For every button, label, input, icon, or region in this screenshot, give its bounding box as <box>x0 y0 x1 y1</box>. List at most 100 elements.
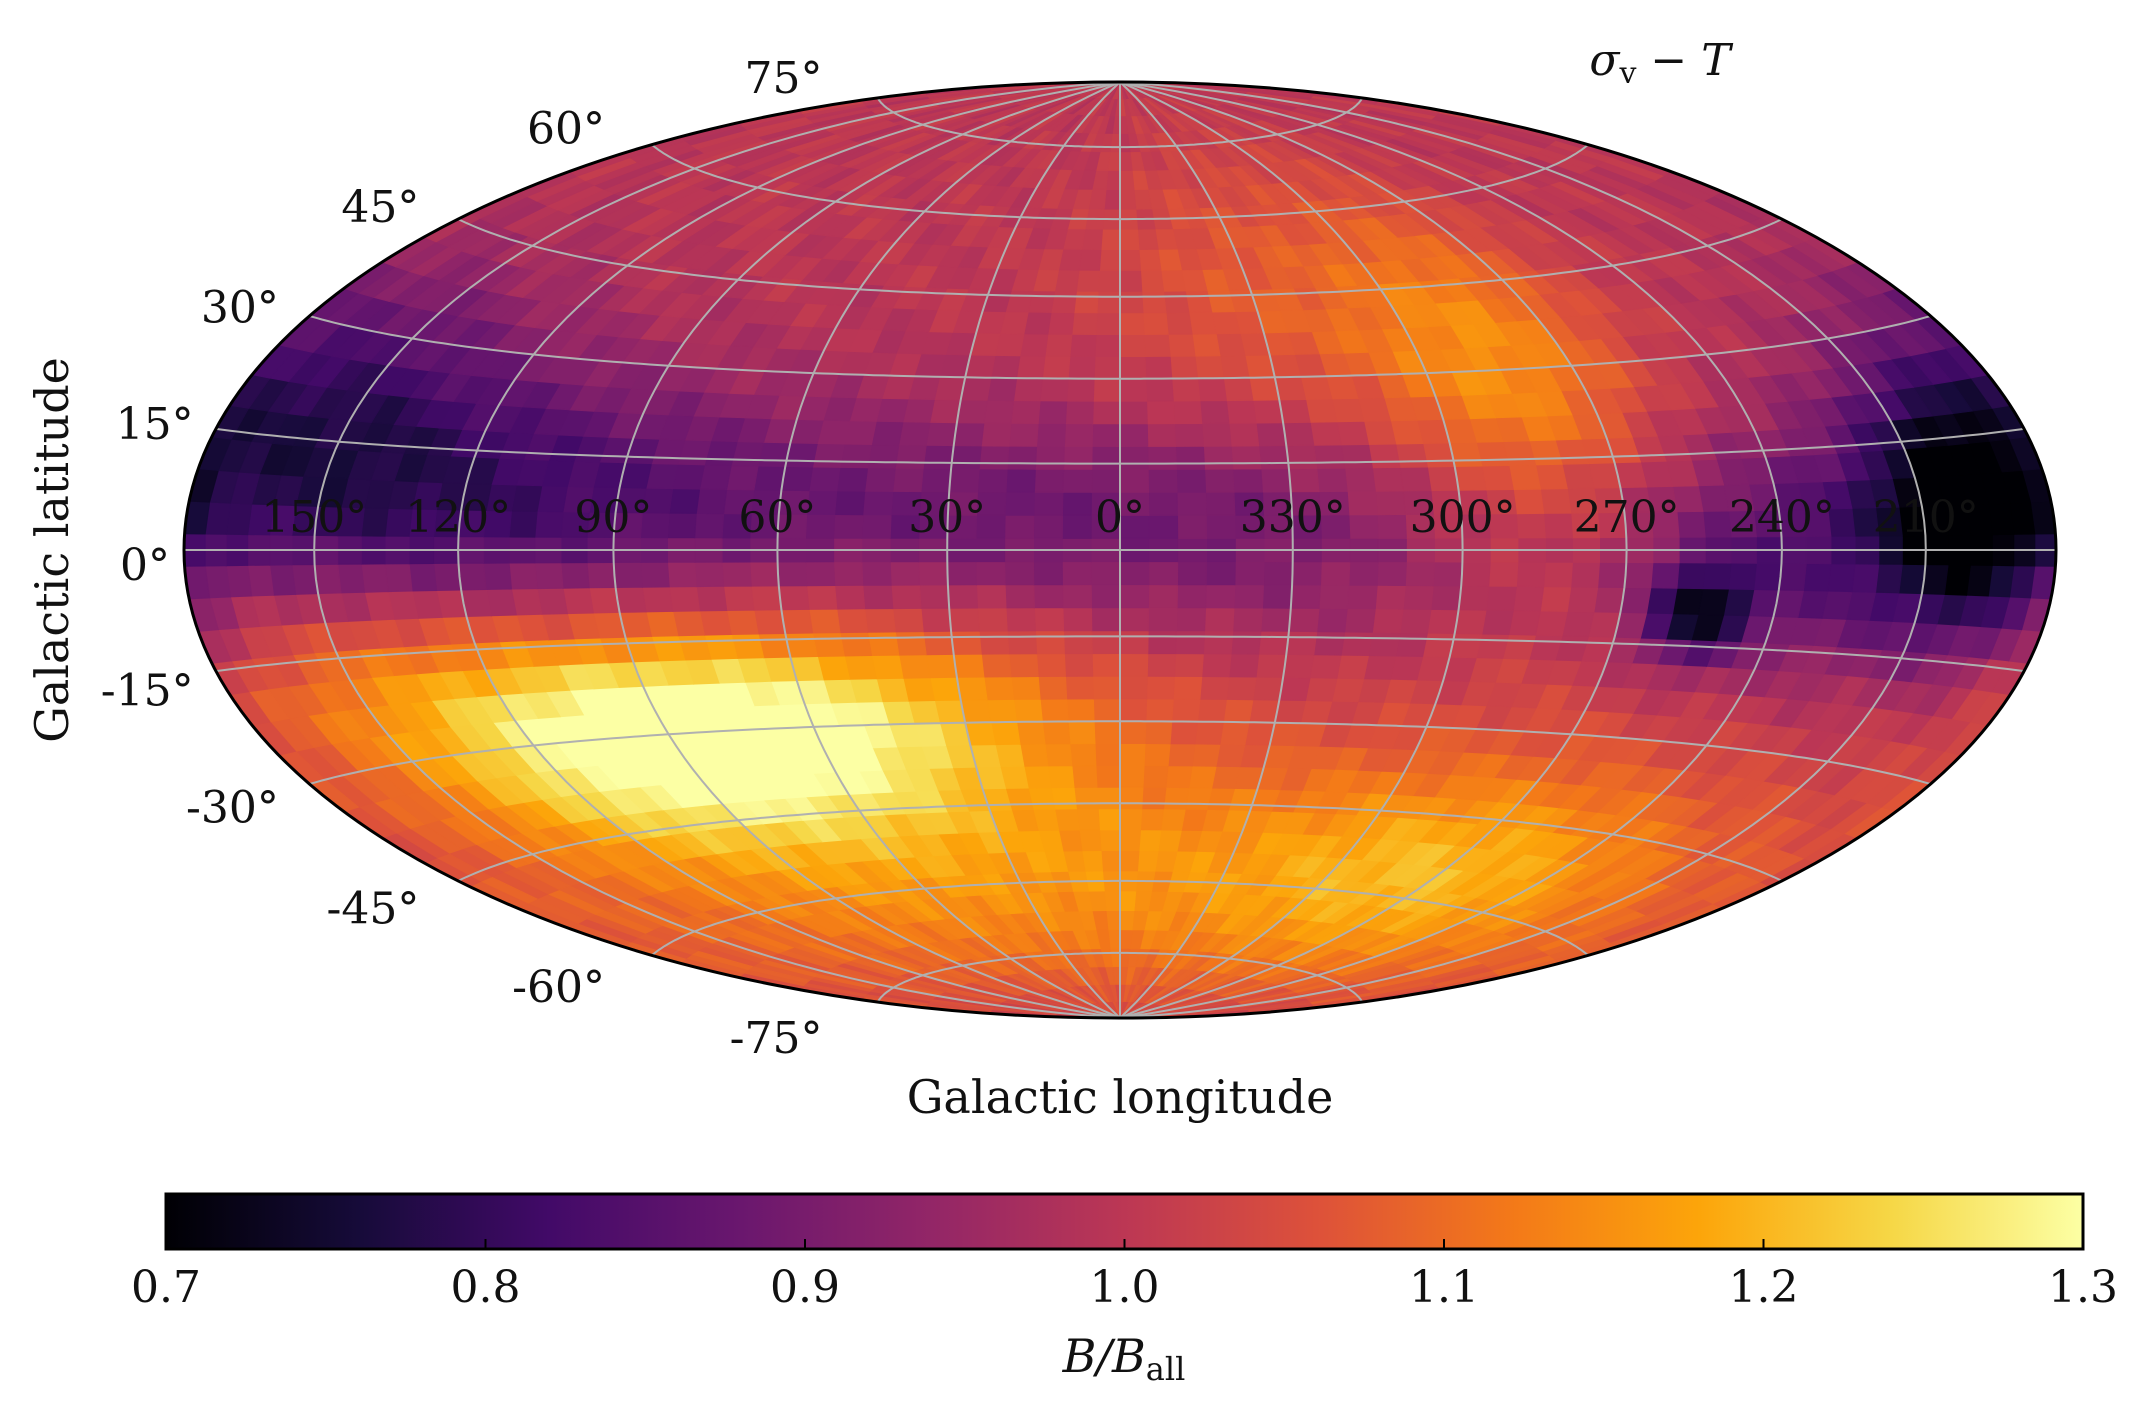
heatmap-cell <box>986 377 1018 402</box>
heatmap-cell <box>1172 400 1203 425</box>
heatmap-cell <box>1399 608 1432 634</box>
heatmap-cell <box>1010 400 1041 425</box>
heatmap-cell <box>1073 290 1099 314</box>
heatmap-cell <box>1188 311 1217 335</box>
heatmap-cell <box>950 630 982 655</box>
heatmap-cell <box>889 561 921 586</box>
heatmap-cell <box>1426 608 1460 635</box>
heatmap-cell <box>1258 630 1290 655</box>
heatmap-cell <box>1346 490 1378 516</box>
latitude-tick-label: 30° <box>201 283 279 334</box>
heatmap-cell <box>1543 512 1574 539</box>
heatmap-cell <box>1119 400 1148 425</box>
heatmap-cell <box>1697 484 1730 512</box>
latitude-tick-label: -45° <box>327 884 420 935</box>
heatmap-cell <box>1119 910 1135 931</box>
heatmap-cell <box>1454 609 1487 635</box>
heatmap-cell <box>1119 743 1146 766</box>
heatmap-cell <box>1146 400 1176 425</box>
heatmap-cell <box>721 561 752 587</box>
heatmap-cell <box>1119 312 1145 335</box>
heatmap-cell <box>1515 512 1546 539</box>
latitude-tick-label: -75° <box>730 1013 823 1064</box>
heatmap-cell <box>750 585 782 611</box>
heatmap-cell <box>694 512 725 539</box>
colorbar-label: B/Ball <box>1062 1329 1186 1388</box>
heatmap-cell <box>980 653 1012 678</box>
heatmap-cell <box>726 464 759 491</box>
heatmap-cell <box>1119 290 1144 314</box>
heatmap-cell <box>833 513 864 539</box>
heatmap-cell <box>1371 466 1404 492</box>
heatmap-cell <box>1138 248 1162 271</box>
heatmap-cell <box>1144 355 1173 380</box>
heatmap-cell <box>562 587 594 615</box>
heatmap-cell <box>1050 290 1077 314</box>
heatmap-cell <box>1176 514 1208 539</box>
heatmap-cell <box>1119 584 1150 609</box>
heatmap-cell <box>1875 563 1903 594</box>
latitude-tick-label: 75° <box>745 53 823 104</box>
heatmap-cell <box>1646 587 1678 615</box>
heatmap-cell <box>1199 400 1230 425</box>
heatmap-cell <box>586 561 617 589</box>
heatmap-cell <box>1597 561 1627 589</box>
heatmap-cell <box>753 465 786 491</box>
heatmap-cell <box>1138 829 1162 852</box>
heatmap-cell <box>1063 630 1093 655</box>
heatmap-cell <box>1008 653 1039 678</box>
heatmap-cell <box>1100 228 1121 250</box>
heatmap-cell <box>1851 563 1880 593</box>
heatmap-cell <box>1205 514 1236 539</box>
heatmap-cell <box>1069 742 1097 767</box>
heatmap-cell <box>1230 445 1262 470</box>
heatmap-cell <box>1119 423 1149 448</box>
heatmap-cell <box>1063 423 1094 447</box>
longitude-tick-label: 330° <box>1240 492 1346 543</box>
heatmap-cell <box>1033 468 1065 493</box>
heatmap-cell <box>1119 445 1149 470</box>
heatmap-cell <box>1039 377 1069 402</box>
heatmap-cell <box>892 467 924 493</box>
heatmap-cell <box>1367 631 1401 657</box>
heatmap-cell <box>1191 333 1221 357</box>
heatmap-cell <box>1176 584 1207 609</box>
heatmap-cell <box>1100 850 1121 872</box>
heatmap-cell <box>1093 720 1121 744</box>
colorbar-tick-label: 0.7 <box>131 1262 201 1313</box>
heatmap-cell <box>508 562 538 590</box>
longitude-tick-label: 0° <box>1095 492 1145 543</box>
longitude-tick-label: 90° <box>574 492 652 543</box>
heatmap-cell <box>1119 228 1140 250</box>
longitude-tick-label: 150° <box>261 492 367 543</box>
heatmap-cell <box>1119 334 1146 357</box>
heatmap-cell <box>806 584 838 610</box>
heatmap-cell <box>1061 561 1092 586</box>
heatmap-cell <box>1539 586 1572 612</box>
heatmap-cell <box>1103 189 1121 210</box>
heatmap-cell <box>1278 676 1311 702</box>
heatmap-cell <box>1593 586 1625 613</box>
heatmap-cell <box>1157 248 1183 271</box>
heatmap-cell <box>1566 586 1599 613</box>
heatmap-cell <box>1075 808 1101 831</box>
heatmap-cell <box>1176 491 1207 516</box>
heatmap-cell <box>978 445 1010 470</box>
heatmap-cell <box>433 562 462 592</box>
heatmap-cell <box>1211 765 1241 789</box>
heatmap-cell <box>894 444 927 469</box>
longitude-tick-label: 30° <box>908 492 986 543</box>
heatmap-cell <box>1225 399 1257 424</box>
heatmap-cell <box>804 561 836 587</box>
heatmap-cell <box>1119 561 1150 586</box>
heatmap-cell <box>1252 399 1284 424</box>
heatmap-cell <box>1004 561 1035 586</box>
heatmap-cell <box>1515 561 1546 588</box>
heatmap-cell <box>1119 607 1150 632</box>
heatmap-cell <box>1146 423 1177 447</box>
heatmap-cell <box>753 609 786 635</box>
heatmap-cell <box>811 442 845 468</box>
heatmap-cell <box>1005 468 1036 493</box>
heatmap-cell <box>1119 630 1149 655</box>
heatmap-cell <box>1167 743 1196 767</box>
